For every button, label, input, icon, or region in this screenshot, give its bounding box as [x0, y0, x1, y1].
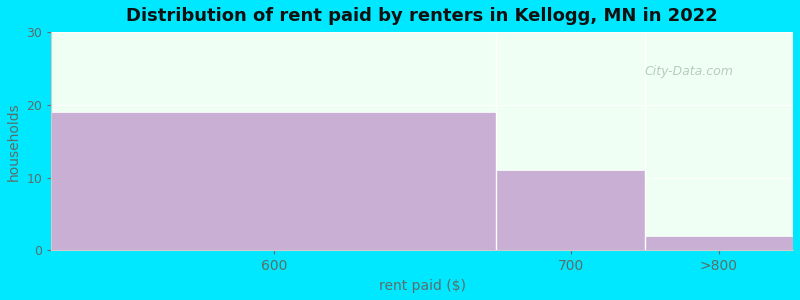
Bar — [496, 170, 645, 250]
Bar — [51, 112, 496, 250]
X-axis label: rent paid ($): rent paid ($) — [378, 279, 466, 293]
Bar — [645, 236, 793, 250]
Title: Distribution of rent paid by renters in Kellogg, MN in 2022: Distribution of rent paid by renters in … — [126, 7, 718, 25]
Text: City-Data.com: City-Data.com — [645, 65, 734, 78]
Y-axis label: households: households — [7, 102, 21, 181]
